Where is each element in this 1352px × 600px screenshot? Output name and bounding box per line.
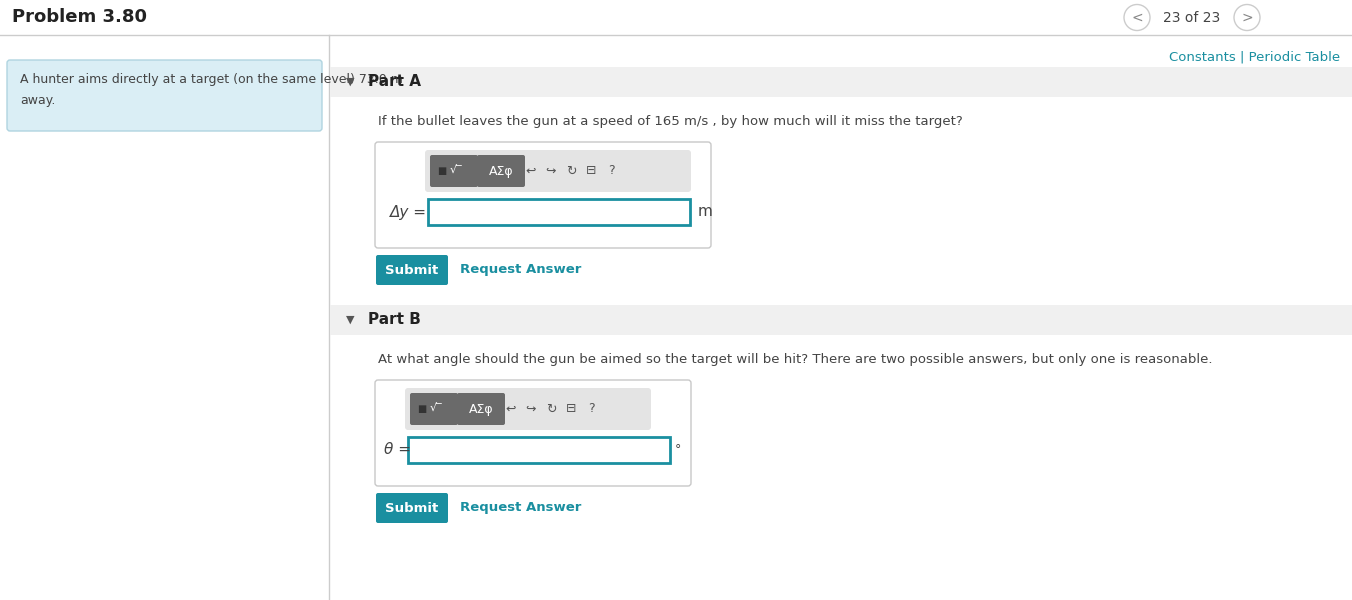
Text: ⊟: ⊟ (565, 403, 576, 415)
Text: ↻: ↻ (546, 403, 556, 415)
Text: ?: ? (588, 403, 595, 415)
Text: Part B: Part B (368, 313, 420, 328)
FancyBboxPatch shape (477, 155, 525, 187)
Text: °: ° (675, 443, 681, 457)
FancyBboxPatch shape (457, 393, 506, 425)
Text: ↪: ↪ (526, 403, 537, 415)
Text: Submit: Submit (385, 263, 438, 277)
Text: ↻: ↻ (565, 164, 576, 178)
Text: 23 of 23: 23 of 23 (1163, 10, 1221, 25)
Text: >: > (1241, 10, 1253, 25)
Text: A hunter aims directly at a target (on the same level) 73.0 m
away.: A hunter aims directly at a target (on t… (20, 73, 403, 107)
FancyBboxPatch shape (410, 393, 458, 425)
Text: ▼: ▼ (346, 77, 354, 87)
FancyBboxPatch shape (375, 142, 711, 248)
Circle shape (1234, 4, 1260, 31)
Text: ?: ? (607, 164, 614, 178)
FancyBboxPatch shape (330, 305, 1352, 335)
Text: ↩: ↩ (506, 403, 516, 415)
Text: Submit: Submit (385, 502, 438, 514)
Circle shape (1124, 4, 1151, 31)
Text: If the bullet leaves the gun at a speed of 165 m/s , by how much will it miss th: If the bullet leaves the gun at a speed … (379, 115, 963, 128)
Text: √‾: √‾ (450, 165, 462, 175)
FancyBboxPatch shape (430, 155, 479, 187)
Text: Constants | Periodic Table: Constants | Periodic Table (1169, 50, 1340, 64)
Text: ▼: ▼ (346, 315, 354, 325)
Text: Problem 3.80: Problem 3.80 (12, 8, 147, 26)
Text: ■: ■ (418, 404, 427, 414)
Text: m: m (698, 205, 713, 220)
Text: ΑΣφ: ΑΣφ (488, 164, 514, 178)
FancyBboxPatch shape (425, 150, 691, 192)
Text: Part A: Part A (368, 74, 420, 89)
Text: At what angle should the gun be aimed so the target will be hit? There are two p: At what angle should the gun be aimed so… (379, 353, 1213, 366)
Text: √‾: √‾ (430, 403, 442, 413)
FancyBboxPatch shape (330, 67, 1352, 97)
FancyBboxPatch shape (408, 437, 671, 463)
Text: ↩: ↩ (526, 164, 537, 178)
Text: θ =: θ = (384, 443, 411, 457)
Text: Δy =: Δy = (389, 205, 427, 220)
Text: <: < (1132, 10, 1142, 25)
FancyBboxPatch shape (376, 493, 448, 523)
FancyBboxPatch shape (7, 60, 322, 131)
Text: ↪: ↪ (546, 164, 556, 178)
Text: Request Answer: Request Answer (460, 502, 581, 514)
FancyBboxPatch shape (376, 255, 448, 285)
FancyBboxPatch shape (406, 388, 652, 430)
Text: ΑΣφ: ΑΣφ (469, 403, 493, 415)
Text: Request Answer: Request Answer (460, 263, 581, 277)
Text: ■: ■ (438, 166, 446, 176)
FancyBboxPatch shape (375, 380, 691, 486)
FancyBboxPatch shape (429, 199, 690, 225)
Text: ⊟: ⊟ (585, 164, 596, 178)
